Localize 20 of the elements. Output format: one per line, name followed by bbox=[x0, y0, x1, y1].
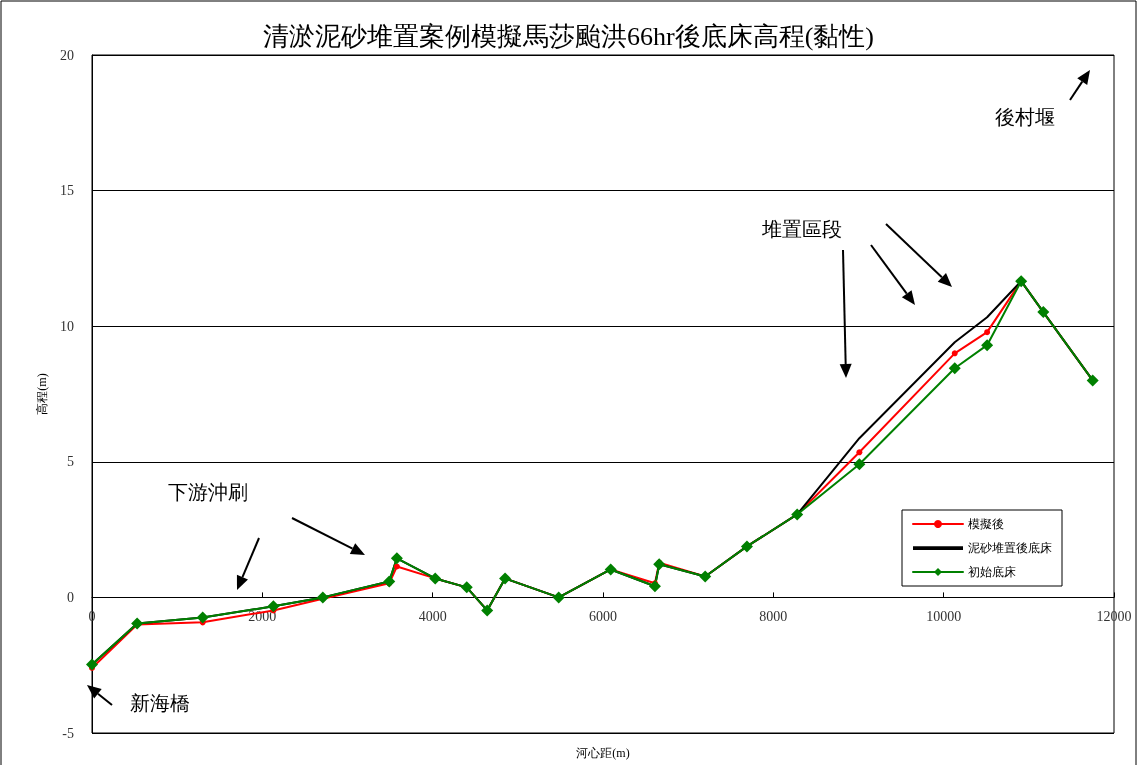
y-tick-label: -5 bbox=[62, 725, 74, 741]
annotation: 新海橋 bbox=[130, 692, 190, 714]
y-tick-label: 5 bbox=[67, 454, 74, 470]
y-tick-label: 0 bbox=[67, 589, 74, 605]
x-tick-label: 8000 bbox=[759, 608, 788, 624]
y-tick-label: 15 bbox=[60, 183, 74, 199]
x-tick-label: 4000 bbox=[418, 608, 447, 624]
y-axis-title: 高程(m) bbox=[35, 373, 49, 415]
chart-title: 清淤泥砂堆置案例模擬馬莎颱洪66hr後底床高程(黏性) bbox=[263, 21, 874, 51]
legend-label: 模擬後 bbox=[968, 517, 1004, 531]
annotation: 後村堰 bbox=[995, 106, 1055, 128]
legend-label: 泥砂堆置後底床 bbox=[968, 541, 1052, 555]
y-tick-label: 20 bbox=[60, 47, 74, 63]
y-tick-label: 10 bbox=[60, 318, 74, 334]
legend-label: 初始底床 bbox=[968, 565, 1016, 579]
annotation: 下游沖刷 bbox=[168, 481, 248, 503]
annotation: 堆置區段 bbox=[761, 218, 842, 240]
x-tick-label: 6000 bbox=[589, 608, 617, 624]
x-axis-title: 河心距(m) bbox=[576, 746, 630, 760]
x-tick-label: 10000 bbox=[926, 608, 962, 624]
